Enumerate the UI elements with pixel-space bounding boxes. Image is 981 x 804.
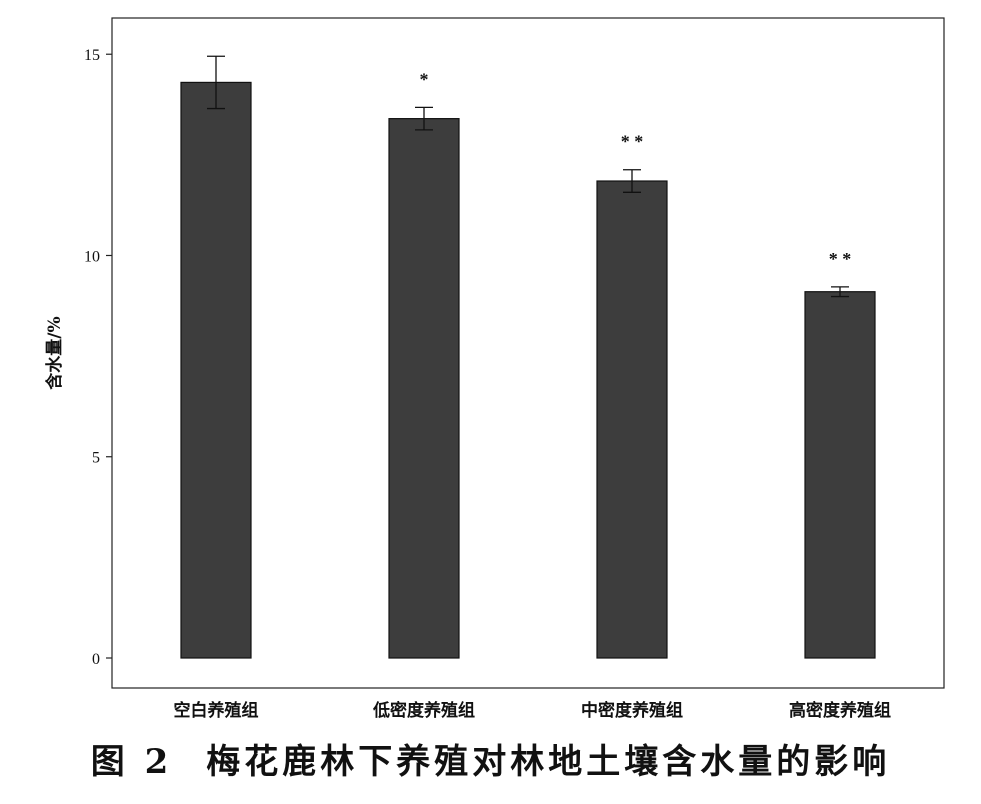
significance-label: * * [829, 249, 852, 269]
y-tick-label: 0 [92, 651, 100, 668]
figure-number: 图 2 [90, 742, 173, 782]
figure-caption: 图 2 梅花鹿林下养殖对林地土壤含水量的影响 [0, 734, 981, 783]
bar [596, 180, 668, 659]
significance-label: * [420, 69, 429, 89]
bar [388, 118, 460, 659]
y-axis-label: 含水量/% [44, 316, 65, 389]
y-tick-label: 5 [92, 450, 100, 467]
y-tick-label: 10 [84, 248, 100, 265]
bar [804, 291, 876, 659]
y-axis: 0 5 10 15 [84, 47, 112, 668]
bars: * * * * * [180, 55, 876, 659]
x-category-label: 低密度养殖组 [372, 700, 475, 721]
y-tick-label: 15 [84, 47, 100, 64]
x-category-label: 高密度养殖组 [789, 700, 891, 721]
significance-label: * * [621, 132, 644, 152]
x-axis-labels: 空白养殖组 低密度养殖组 中密度养殖组 高密度养殖组 [174, 700, 892, 721]
x-category-label: 空白养殖组 [174, 700, 259, 721]
x-category-label: 中密度养殖组 [581, 700, 683, 721]
plot-frame [111, 17, 945, 689]
bar [180, 81, 252, 659]
bar-chart: 0 5 10 15 * * * * * 空白养殖组 低密度养殖组 中密度养殖组 高密度养殖组 含… [44, 17, 945, 721]
figure-caption-text: 梅花鹿林下养殖对林地土壤含水量的影响 [206, 742, 891, 782]
